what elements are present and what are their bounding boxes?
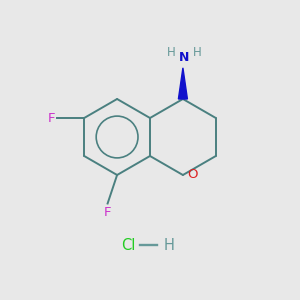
Text: H: H [193, 46, 201, 59]
Text: N: N [179, 51, 189, 64]
Text: O: O [187, 169, 197, 182]
Polygon shape [178, 68, 188, 99]
Text: H: H [164, 238, 174, 253]
Text: H: H [167, 46, 175, 59]
Text: F: F [47, 112, 55, 124]
Text: Cl: Cl [121, 238, 135, 253]
Text: F: F [104, 206, 111, 220]
